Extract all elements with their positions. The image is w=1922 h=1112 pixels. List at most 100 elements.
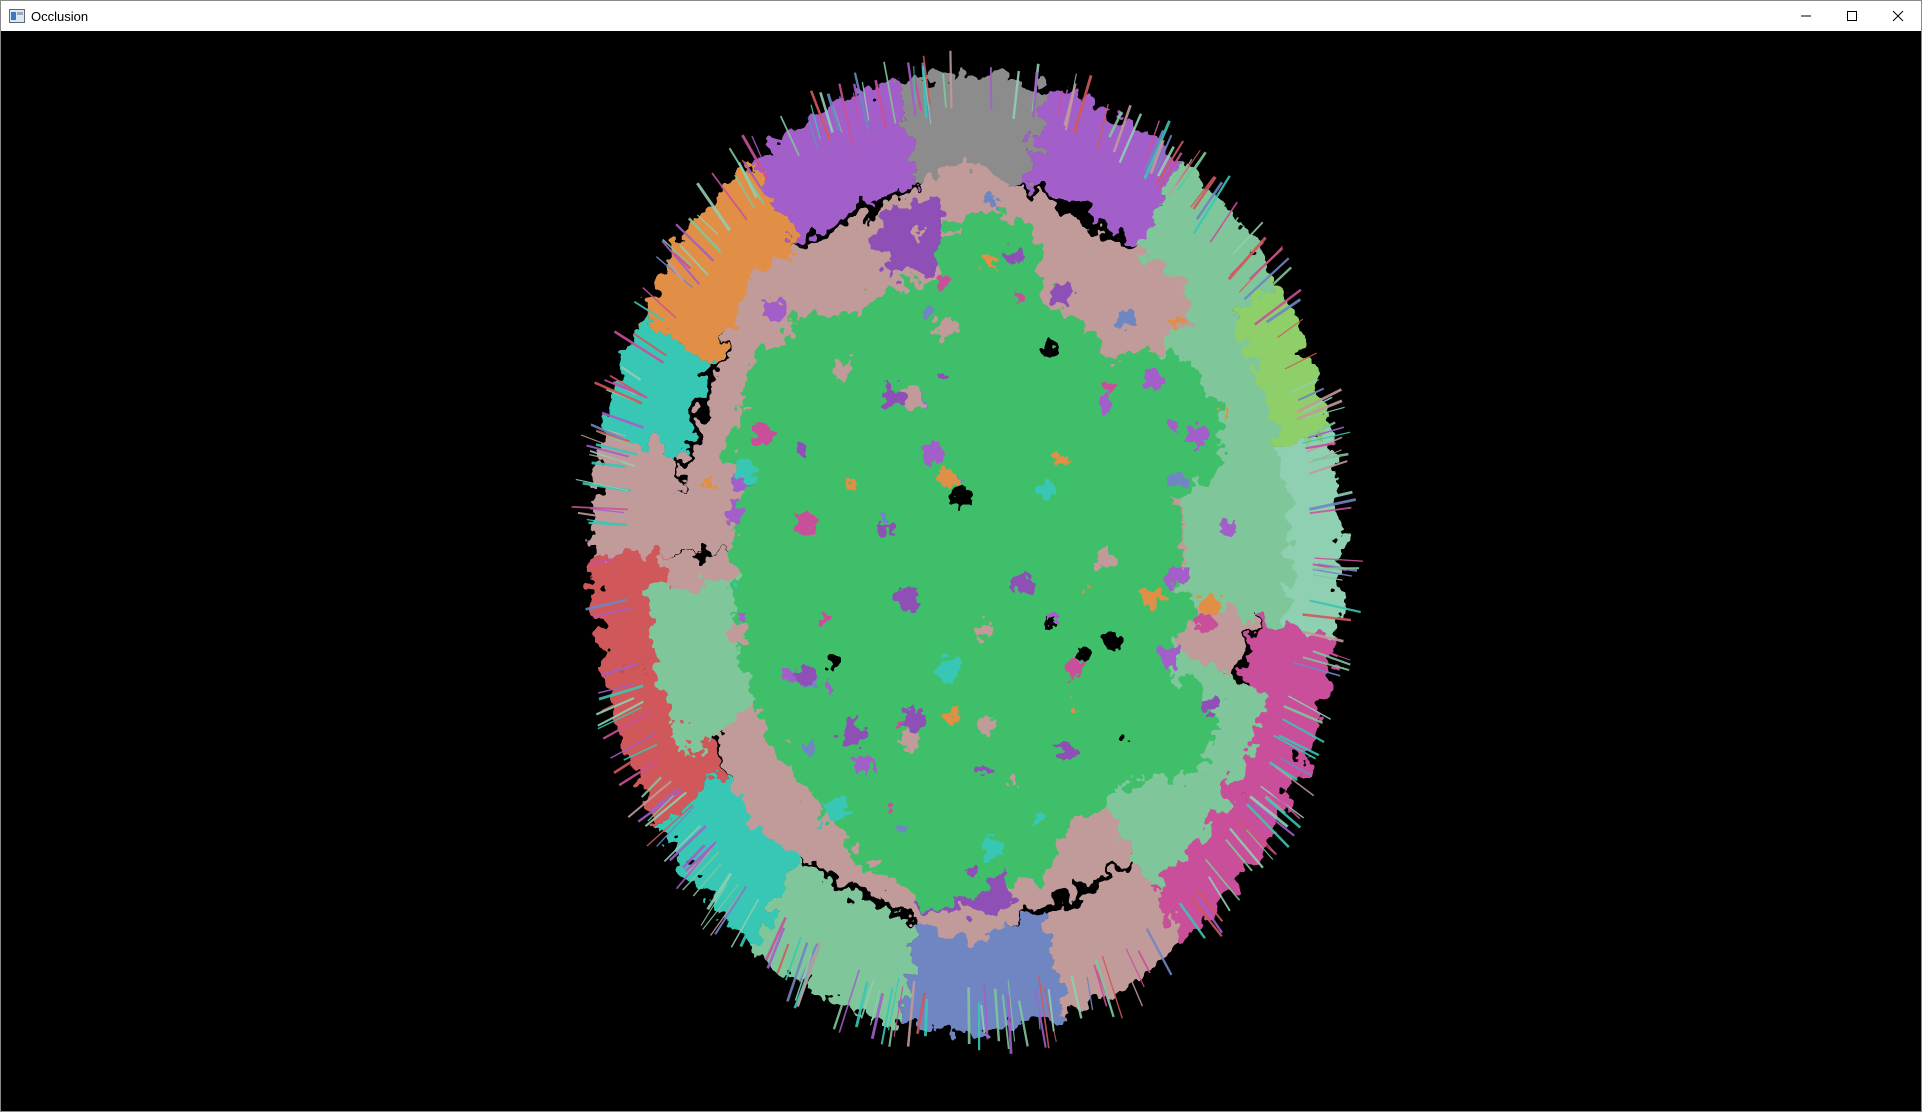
speckle	[896, 588, 920, 612]
speckle	[935, 274, 949, 288]
edge-spike	[810, 104, 821, 140]
edge-spike	[633, 300, 665, 322]
edge-spike	[1268, 761, 1298, 782]
speckle	[937, 468, 958, 488]
edge-spike	[861, 81, 870, 121]
edge-spike	[1297, 387, 1325, 402]
speckle	[976, 717, 994, 734]
edge-spike	[1302, 613, 1352, 622]
edge-spike	[609, 374, 648, 399]
speckle	[981, 252, 997, 268]
edge-spike	[600, 662, 639, 677]
edge-spike	[1283, 705, 1324, 724]
edge-spike	[832, 980, 852, 1030]
edge-spike	[656, 806, 695, 847]
edge-spike	[1257, 266, 1293, 300]
edge-spike	[924, 77, 932, 125]
speckle	[693, 549, 709, 565]
speckle	[1185, 423, 1208, 446]
edge-spike	[786, 942, 809, 1002]
edge-spike	[1196, 896, 1224, 934]
edge-spike	[1302, 656, 1350, 672]
edge-spike	[618, 350, 652, 369]
outer-segment	[642, 161, 800, 367]
center-lobe	[841, 776, 934, 870]
edge-spike	[967, 987, 971, 1045]
edge-spike	[640, 776, 662, 798]
speckle	[900, 386, 924, 410]
edge-spike	[870, 992, 885, 1040]
edge-spike	[734, 174, 756, 209]
speckle	[845, 481, 857, 493]
edge-spike	[1157, 152, 1183, 191]
edge-spike	[697, 214, 719, 235]
window-controls	[1783, 1, 1921, 31]
speckle	[1032, 814, 1044, 825]
edge-spike	[737, 161, 758, 199]
edge-spike	[665, 258, 684, 282]
speckle	[762, 298, 786, 321]
speckle	[888, 802, 899, 813]
outer-segment	[659, 766, 800, 945]
speckle	[1169, 471, 1187, 489]
speckle	[841, 721, 865, 745]
center-lobe	[733, 587, 793, 647]
edge-spike	[743, 161, 766, 196]
occlusion-render	[571, 50, 1363, 1054]
edge-spike	[1319, 490, 1353, 502]
edge-spike	[1281, 718, 1325, 744]
edge-spike	[1144, 120, 1160, 161]
edge-spike	[1302, 630, 1344, 643]
center-ellipse	[732, 276, 1182, 870]
edge-spike	[702, 884, 739, 930]
speckle	[780, 668, 797, 685]
speckle	[852, 754, 873, 775]
edge-spike	[589, 508, 625, 514]
edge-spike	[1246, 803, 1290, 848]
edge-spike	[681, 844, 706, 869]
edge-spike	[647, 795, 675, 822]
minimize-button[interactable]	[1783, 1, 1829, 31]
edge-spike	[1125, 948, 1145, 988]
edge-spike	[627, 780, 672, 818]
edge-spike	[916, 992, 927, 1034]
speckle	[1014, 291, 1025, 303]
speckle	[700, 476, 715, 491]
edge-spike	[1178, 902, 1206, 939]
edge-spike	[893, 986, 904, 1038]
edge-spike	[1093, 964, 1108, 1007]
edge-spike	[1307, 421, 1336, 437]
edge-spike	[906, 980, 916, 1047]
edge-spike	[1235, 819, 1276, 855]
edge-spike	[1209, 201, 1238, 243]
speckle	[882, 385, 905, 409]
edge-spike	[613, 330, 665, 364]
maximize-button[interactable]	[1829, 1, 1875, 31]
edge-spike	[1204, 858, 1241, 901]
render-viewport[interactable]	[1, 31, 1921, 1111]
edge-spike	[623, 743, 658, 761]
edge-spike	[1313, 567, 1360, 570]
edge-spike	[921, 66, 928, 118]
edge-spike	[1112, 104, 1132, 153]
speckle	[1094, 549, 1113, 568]
edge-spike	[595, 443, 638, 456]
edge-spike	[588, 521, 628, 526]
edge-spike	[942, 73, 947, 108]
title-bar[interactable]: Occlusion	[1, 1, 1921, 31]
speckle	[1168, 419, 1181, 432]
edge-spike	[1137, 950, 1151, 974]
edge-spike	[706, 872, 733, 911]
edge-spike	[1225, 838, 1253, 872]
close-button[interactable]	[1875, 1, 1921, 31]
edge-spike	[1094, 958, 1115, 1018]
edge-spike	[741, 134, 769, 180]
speckle	[1103, 382, 1116, 394]
edge-spike	[796, 941, 822, 1007]
middle-segment	[870, 195, 948, 284]
edge-spike	[1038, 975, 1050, 1049]
edge-spike	[1312, 452, 1349, 462]
edge-spike	[589, 450, 636, 468]
edge-spike	[1012, 70, 1020, 120]
